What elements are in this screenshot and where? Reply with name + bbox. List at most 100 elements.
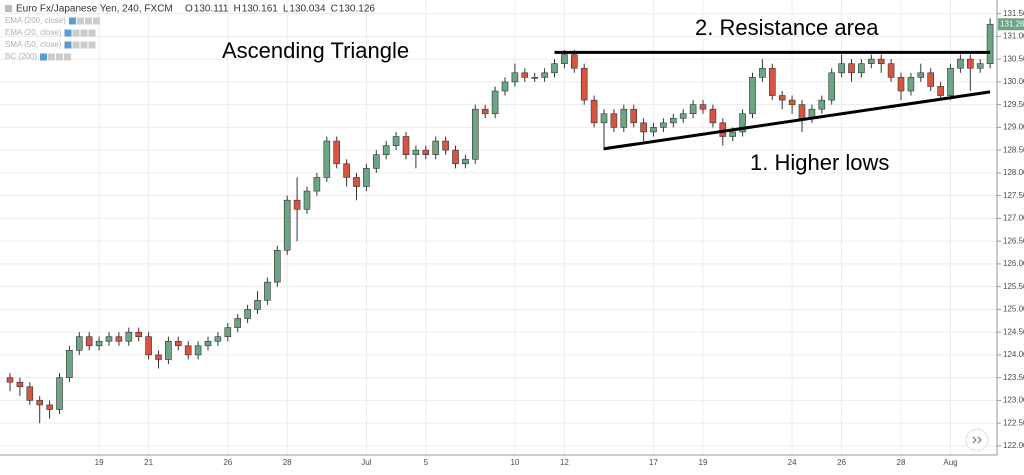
candle-body (669, 118, 677, 124)
y-tick-label: 128.000 (1003, 168, 1024, 177)
indicator-icon[interactable] (84, 17, 92, 25)
ohlc-label: H (233, 4, 240, 15)
candle-body (76, 336, 83, 351)
indicator-icon[interactable] (68, 17, 76, 25)
candle-body (66, 350, 73, 378)
candle-body (947, 67, 954, 96)
indicators: EMA (200, close) EMA (20, close) SMA (50, … (5, 16, 100, 61)
indicator-icon[interactable] (80, 29, 88, 37)
indicator-icon[interactable] (64, 53, 72, 61)
candle-body (739, 113, 746, 133)
candle-body (234, 318, 241, 328)
indicator-icon[interactable] (64, 29, 72, 37)
y-tick-label: 131.500 (1003, 9, 1024, 18)
y-tick-label: 123.500 (1003, 373, 1024, 382)
annotation: 2. Resistance area (695, 15, 879, 40)
indicator-icon[interactable] (92, 17, 100, 25)
candle-body (462, 158, 469, 165)
x-tick-label: 19 (699, 458, 708, 467)
indicator-icon[interactable] (88, 41, 96, 49)
candle-body (679, 113, 687, 119)
candle-body (363, 168, 370, 187)
candle-body (165, 340, 172, 360)
indicator-icon[interactable] (56, 53, 64, 61)
x-tick-label: 19 (95, 458, 104, 467)
candle-body (778, 95, 786, 101)
candle-body (6, 377, 14, 383)
header: Euro Fx/Japanese Yen, 240, FXCM O 130.111… (5, 4, 375, 61)
annotation: 1. Higher lows (750, 150, 889, 175)
candle-body (471, 108, 479, 160)
candle-body (650, 127, 657, 133)
indicator-icon[interactable] (48, 53, 56, 61)
candle-body (323, 140, 331, 178)
candle-body (511, 72, 519, 83)
x-tick-label: 26 (223, 458, 232, 467)
y-tick-label: 124.500 (1003, 327, 1024, 336)
y-tick-label: 125.000 (1003, 305, 1024, 314)
x-tick-label: 5 (424, 458, 429, 467)
candle-body (501, 81, 509, 92)
candle-body (541, 72, 548, 78)
x-tick-label: 10 (510, 458, 519, 467)
candle-body (570, 54, 578, 69)
y-tick-label: 125.500 (1003, 282, 1024, 291)
candle-body (264, 281, 271, 301)
y-tick-label: 129.000 (1003, 123, 1024, 132)
candle-body (937, 86, 944, 96)
x-tick-label: 12 (560, 458, 569, 467)
trend-line (603, 90, 991, 151)
candle-body (848, 63, 855, 74)
indicator-icon[interactable] (72, 29, 80, 37)
candle-body (452, 149, 459, 165)
ohlc-value: 130.126 (339, 4, 376, 15)
candle-body (867, 58, 875, 65)
scroll-button-bg[interactable] (965, 428, 989, 452)
y-tick-label: 123.000 (1003, 396, 1024, 405)
indicator-icon[interactable] (76, 17, 84, 25)
candle-body (838, 63, 845, 74)
annotation: Ascending Triangle (222, 38, 409, 63)
x-axis: 19 21 26 28 Jul 5 10 12 17 19 24 26 28 Aug (95, 458, 958, 467)
candle-body (175, 340, 182, 347)
indicator-icon[interactable] (40, 53, 48, 61)
candle-body (986, 23, 994, 65)
x-tick-label: 21 (144, 458, 153, 467)
candle-body (184, 345, 192, 356)
indicator-icon[interactable] (88, 29, 96, 37)
candle-body (858, 63, 865, 74)
candle-body (392, 136, 400, 146)
x-tick-label: 17 (649, 458, 658, 467)
candle-body (630, 108, 638, 124)
candle-body (788, 99, 796, 105)
scroll-button[interactable] (965, 428, 989, 452)
candle-body (551, 63, 558, 74)
candle-body (521, 72, 529, 78)
candle-body (145, 336, 152, 356)
y-tick-label: 126.500 (1003, 236, 1024, 245)
y-tick-label: 130.000 (1003, 77, 1024, 86)
indicator-icon[interactable] (64, 41, 72, 49)
indicator-icon[interactable] (72, 41, 80, 49)
candle-body (204, 340, 212, 347)
candle-body (768, 67, 776, 96)
candle-body (660, 122, 667, 128)
x-tick-label: Aug (943, 458, 957, 467)
y-tick-label: 131.000 (1003, 32, 1024, 41)
scroll-icon[interactable] (972, 436, 982, 444)
indicator-icon[interactable] (80, 41, 88, 49)
candle-body (194, 345, 202, 356)
candle-body (303, 190, 311, 210)
candle-body (749, 77, 756, 115)
candle-body (273, 249, 281, 283)
y-tick-label: 126.000 (1003, 259, 1024, 268)
candle-body (729, 131, 737, 137)
indicator-name: EMA (20, close) (5, 28, 62, 37)
candle-body (897, 77, 905, 92)
grid (0, 0, 997, 455)
x-tick-label: 28 (283, 458, 292, 467)
candle-body (600, 113, 608, 124)
candle-body (877, 58, 885, 65)
last-price-box (998, 18, 1024, 31)
ohlc-label: O (185, 4, 193, 15)
